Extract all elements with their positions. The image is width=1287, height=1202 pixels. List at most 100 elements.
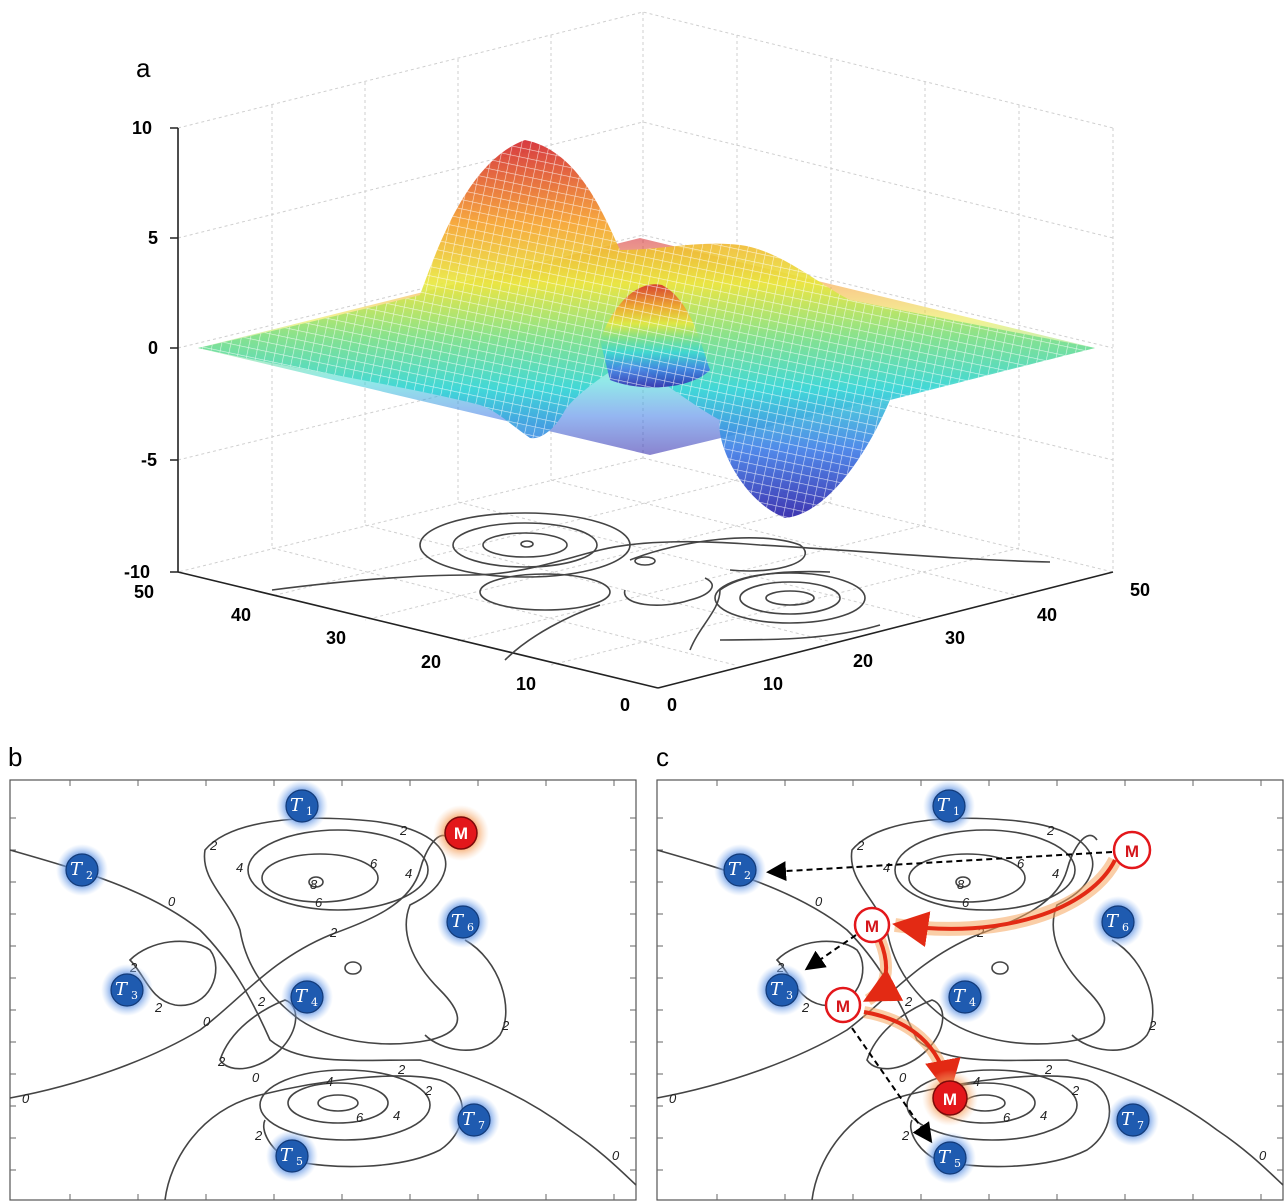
- target-label: T: [462, 1109, 476, 1130]
- contour-label: 2: [901, 1128, 910, 1143]
- right-tick: 30: [945, 628, 965, 648]
- z-tick: 5: [148, 228, 158, 248]
- target-subscript: 2: [86, 869, 93, 882]
- contour-label: 8: [957, 877, 965, 892]
- target-label: T: [1106, 911, 1120, 932]
- mobile-position: M: [1114, 832, 1150, 868]
- contour-label: 2: [154, 1000, 163, 1015]
- panel-b: b 2 4 6: [8, 742, 636, 1200]
- contour-label: 4: [1040, 1108, 1047, 1123]
- target-node: T6: [1092, 896, 1144, 948]
- contour-label: 6: [1003, 1110, 1011, 1125]
- target-node: T1: [276, 780, 328, 832]
- contour-label: 4: [405, 866, 412, 881]
- mobile-position: M: [826, 988, 860, 1022]
- target-label: T: [290, 795, 304, 816]
- contour-label: 0: [203, 1014, 211, 1029]
- panel-b-label: b: [8, 742, 22, 772]
- panel-b-mobile-node: M: [433, 805, 489, 861]
- left-tick: 10: [516, 674, 536, 694]
- target-label: T: [115, 979, 129, 1000]
- left-tick: 40: [231, 605, 251, 625]
- contour-label: 2: [1044, 1062, 1053, 1077]
- z-tick: 10: [132, 118, 152, 138]
- target-label: T: [938, 1147, 952, 1168]
- left-tick: 0: [620, 695, 630, 715]
- target-node: T3: [101, 964, 153, 1016]
- contour-label: 2: [424, 1083, 433, 1098]
- target-label: T: [728, 859, 742, 880]
- contour-label: 2: [1071, 1083, 1080, 1098]
- left-tick: 20: [421, 652, 441, 672]
- panel-c: c 2 4 6 8 6: [656, 742, 1283, 1200]
- contour-label: 0: [1259, 1148, 1267, 1163]
- contour-label: 4: [1052, 866, 1059, 881]
- right-tick: 0: [667, 695, 677, 715]
- mobile-label: M: [865, 917, 879, 936]
- right-tick: 20: [853, 651, 873, 671]
- target-subscript: 6: [1122, 921, 1129, 934]
- target-subscript: 4: [311, 996, 318, 1009]
- contour-label: 8: [310, 877, 318, 892]
- target-subscript: 4: [969, 996, 976, 1009]
- target-subscript: 5: [296, 1155, 303, 1168]
- target-subscript: 6: [467, 921, 474, 934]
- mobile-label: M: [836, 997, 850, 1016]
- target-subscript: 7: [1137, 1119, 1144, 1132]
- z-tick: 0: [148, 338, 158, 358]
- target-subscript: 1: [306, 805, 313, 818]
- right-tick: 40: [1037, 605, 1057, 625]
- left-axis-ticks: 50 40 30 20 10 0: [134, 582, 630, 715]
- contour-label: 6: [356, 1110, 364, 1125]
- right-tick: 10: [763, 674, 783, 694]
- mobile-position-current: M: [922, 1070, 978, 1126]
- contour-label: 2: [1148, 1018, 1157, 1033]
- contour-label: 0: [168, 894, 176, 909]
- contour-label: 6: [315, 895, 323, 910]
- target-label: T: [1121, 1109, 1135, 1130]
- mesh-surface: [198, 140, 1095, 518]
- target-subscript: 7: [478, 1119, 485, 1132]
- panel-a-label: a: [136, 53, 151, 83]
- target-node: T6: [437, 896, 489, 948]
- contour-label: 6: [962, 895, 970, 910]
- target-subscript: 5: [954, 1157, 961, 1170]
- target-label: T: [770, 979, 784, 1000]
- target-node: T1: [923, 780, 975, 832]
- right-axis-ticks: 0 10 20 30 40 50: [667, 580, 1150, 715]
- target-subscript: 2: [744, 869, 751, 882]
- contour-label: 2: [904, 994, 913, 1009]
- target-label: T: [70, 859, 84, 880]
- z-tick: -10: [124, 562, 150, 582]
- target-label: T: [451, 911, 465, 932]
- contour-label: 4: [393, 1108, 400, 1123]
- contour-label: 0: [815, 894, 823, 909]
- target-node: T4: [281, 971, 333, 1023]
- mobile-label: M: [454, 824, 468, 843]
- contour-label: 2: [501, 1018, 510, 1033]
- contour-label: 2: [217, 1054, 226, 1069]
- target-label: T: [953, 986, 967, 1007]
- contour-label: 0: [669, 1091, 677, 1106]
- z-axis-ticks: 10 5 0 -5 -10: [124, 118, 158, 582]
- target-node: T4: [939, 971, 991, 1023]
- target-label: T: [280, 1145, 294, 1166]
- contour-label: 4: [326, 1074, 333, 1089]
- mobile-position: M: [855, 908, 889, 942]
- contour-label: 2: [397, 1062, 406, 1077]
- contour-label: 2: [399, 823, 408, 838]
- left-tick: 30: [326, 628, 346, 648]
- target-subscript: 1: [953, 805, 960, 818]
- contour-label: 4: [883, 860, 890, 875]
- contour-label: 0: [252, 1070, 260, 1085]
- contour-label: 4: [236, 860, 243, 875]
- mobile-label: M: [943, 1090, 957, 1109]
- z-tick: -5: [141, 450, 157, 470]
- target-subscript: 3: [786, 989, 793, 1002]
- left-tick: 50: [134, 582, 154, 602]
